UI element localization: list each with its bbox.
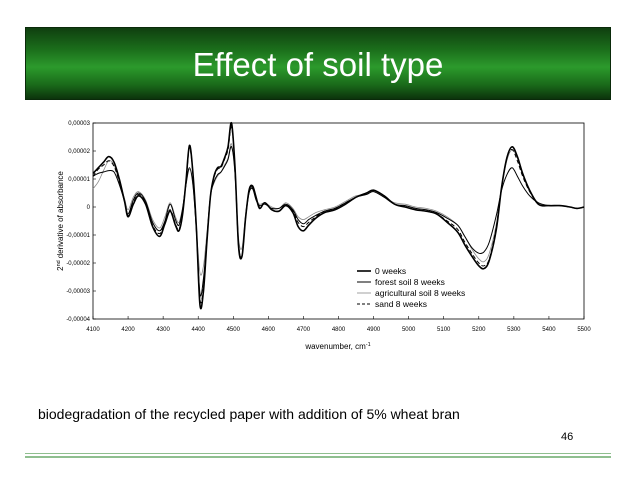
x-tick-label: 4800 xyxy=(332,327,346,333)
y-tick-label: 0,00003 xyxy=(68,121,90,127)
y-tick-label: -0,00004 xyxy=(66,317,90,323)
title-banner: Effect of soil type xyxy=(25,27,611,100)
slide-title: Effect of soil type xyxy=(192,46,444,83)
x-tick-label: 4300 xyxy=(156,327,170,333)
x-tick-label: 4500 xyxy=(227,327,241,333)
footer-rule-bottom xyxy=(25,456,611,458)
series-line-2 xyxy=(92,143,585,276)
x-tick-label: 4400 xyxy=(192,327,206,333)
x-tick-label: 4200 xyxy=(121,327,135,333)
y-tick-label: 0 xyxy=(87,205,91,211)
series-lines xyxy=(92,121,585,310)
footer-rule-top xyxy=(25,453,611,454)
x-tick-label: 4900 xyxy=(367,327,381,333)
series-line-0 xyxy=(92,121,585,310)
legend-label: 0 weeks xyxy=(375,266,406,276)
x-tick-label: 5500 xyxy=(577,327,591,333)
y-tick-label: -0,00003 xyxy=(66,289,90,295)
y-tick-label: -0,00001 xyxy=(66,233,90,239)
x-tick-label: 5300 xyxy=(507,327,521,333)
x-tick-label: 5200 xyxy=(472,327,486,333)
y-axis-label: 2ndderivative of absorbance xyxy=(56,171,65,271)
spectrum-chart: 0,00003 0,00002 0,00001 0 -0,00001 -0,00002 -0… xyxy=(56,121,591,351)
legend-label: sand 8 weeks xyxy=(375,299,427,309)
x-tick-label: 5000 xyxy=(402,327,416,333)
legend-label: agricultural soil 8 weeks xyxy=(375,288,465,298)
y-tick-label: 0,00002 xyxy=(68,149,90,155)
x-axis: 4100 4200 4300 4400 4500 4600 4700 4800 4900 5000… xyxy=(86,316,591,333)
x-tick-label: 4600 xyxy=(262,327,276,333)
y-tick-label: 0,00001 xyxy=(68,177,90,183)
page-number: 46 xyxy=(561,431,574,443)
x-tick-label: 5100 xyxy=(437,327,451,333)
legend-label: forest soil 8 weeks xyxy=(375,277,445,287)
slide-caption: biodegradation of the recycled paper wit… xyxy=(38,406,460,422)
x-tick-label: 5400 xyxy=(542,327,556,333)
y-axis: 0,00003 0,00002 0,00001 0 -0,00001 -0,00002 -0… xyxy=(66,121,96,323)
y-tick-label: -0,00002 xyxy=(66,261,90,267)
x-tick-label: 4700 xyxy=(297,327,311,333)
series-line-1 xyxy=(92,146,585,297)
x-tick-label: 4100 xyxy=(86,327,100,333)
x-axis-label: wavenumber, cm-1 xyxy=(304,342,370,351)
